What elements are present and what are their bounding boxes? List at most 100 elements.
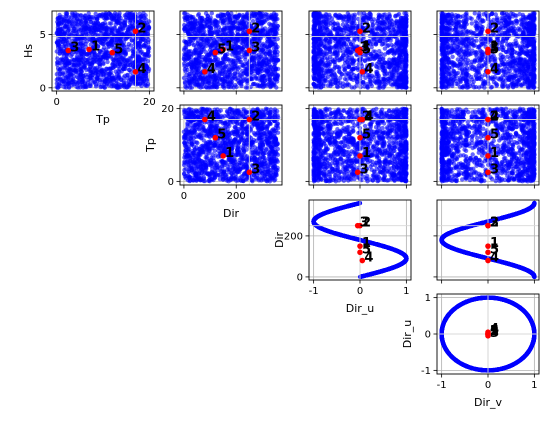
data-point xyxy=(136,49,141,54)
data-point xyxy=(58,18,64,23)
data-point xyxy=(311,26,316,32)
data-point xyxy=(112,75,118,80)
data-point xyxy=(257,36,262,41)
highlight-point-3 xyxy=(246,47,253,54)
data-point xyxy=(123,63,128,68)
data-point xyxy=(493,81,498,86)
data-point xyxy=(245,13,250,18)
data-point xyxy=(142,20,147,26)
data-point xyxy=(75,70,81,76)
data-point xyxy=(116,74,121,79)
data-point xyxy=(146,46,152,51)
data-point xyxy=(182,46,187,51)
data-point xyxy=(214,85,219,90)
data-point xyxy=(355,16,361,22)
data-point xyxy=(333,80,338,86)
data-point xyxy=(243,57,248,62)
data-point xyxy=(358,81,363,86)
data-point xyxy=(207,20,213,26)
data-point xyxy=(106,11,112,16)
data-point xyxy=(258,29,263,35)
data-point xyxy=(365,85,370,90)
data-point xyxy=(68,53,74,58)
data-point xyxy=(211,30,216,35)
data-point xyxy=(80,28,85,33)
data-point xyxy=(404,72,409,78)
data-point xyxy=(100,41,106,47)
data-point xyxy=(215,66,220,71)
data-point xyxy=(363,75,368,81)
data-point xyxy=(359,63,365,68)
data-point xyxy=(270,68,276,73)
data-point xyxy=(251,36,257,42)
data-point xyxy=(190,17,196,22)
data-point xyxy=(54,49,59,54)
data-point xyxy=(73,20,78,26)
data-point xyxy=(146,19,152,24)
data-point xyxy=(243,51,249,57)
data-point xyxy=(56,21,62,26)
data-point xyxy=(386,36,392,41)
data-point xyxy=(130,48,135,53)
data-point xyxy=(389,42,394,48)
data-point xyxy=(91,36,96,42)
data-point xyxy=(311,40,317,45)
data-point xyxy=(139,17,144,22)
data-point xyxy=(198,75,203,80)
data-point xyxy=(403,38,408,43)
data-point xyxy=(228,81,234,86)
data-point xyxy=(191,43,197,48)
data-point xyxy=(361,25,366,30)
data-point xyxy=(342,60,348,66)
data-point xyxy=(264,44,270,49)
data-point xyxy=(124,36,129,41)
data-point xyxy=(264,56,269,61)
data-point xyxy=(341,16,346,22)
data-point xyxy=(220,60,225,65)
data-point xyxy=(241,47,246,52)
data-point xyxy=(403,63,408,68)
data-point xyxy=(323,12,329,17)
data-point xyxy=(324,51,330,56)
data-point xyxy=(244,20,249,26)
data-point xyxy=(316,44,321,49)
data-point xyxy=(312,70,318,75)
data-point xyxy=(390,22,395,28)
data-point xyxy=(227,20,232,25)
data-point xyxy=(326,18,332,23)
sample-points xyxy=(311,11,409,90)
data-point xyxy=(324,15,329,20)
data-point xyxy=(233,14,239,20)
data-point xyxy=(200,30,206,35)
data-point xyxy=(137,76,143,82)
data-point xyxy=(323,37,328,43)
data-point xyxy=(365,57,371,62)
data-point xyxy=(350,60,356,65)
data-point xyxy=(119,44,124,49)
data-point xyxy=(215,42,220,47)
data-point xyxy=(61,49,66,54)
data-point xyxy=(101,61,106,67)
data-point xyxy=(388,82,394,87)
data-point xyxy=(354,83,359,88)
highlight-label-5: 5 xyxy=(114,43,123,58)
data-point xyxy=(123,66,128,71)
data-point xyxy=(193,73,198,78)
data-point xyxy=(55,56,60,61)
data-point xyxy=(389,18,395,24)
data-point xyxy=(317,20,323,26)
data-point xyxy=(321,82,326,87)
data-point xyxy=(402,33,407,39)
data-point xyxy=(209,38,214,43)
data-point xyxy=(238,73,243,78)
data-point xyxy=(85,58,90,63)
data-point xyxy=(391,66,396,71)
data-point xyxy=(138,70,143,76)
data-point xyxy=(313,58,318,63)
data-point xyxy=(245,85,250,90)
data-point xyxy=(136,58,142,63)
data-point xyxy=(248,58,253,63)
data-point xyxy=(216,32,221,37)
